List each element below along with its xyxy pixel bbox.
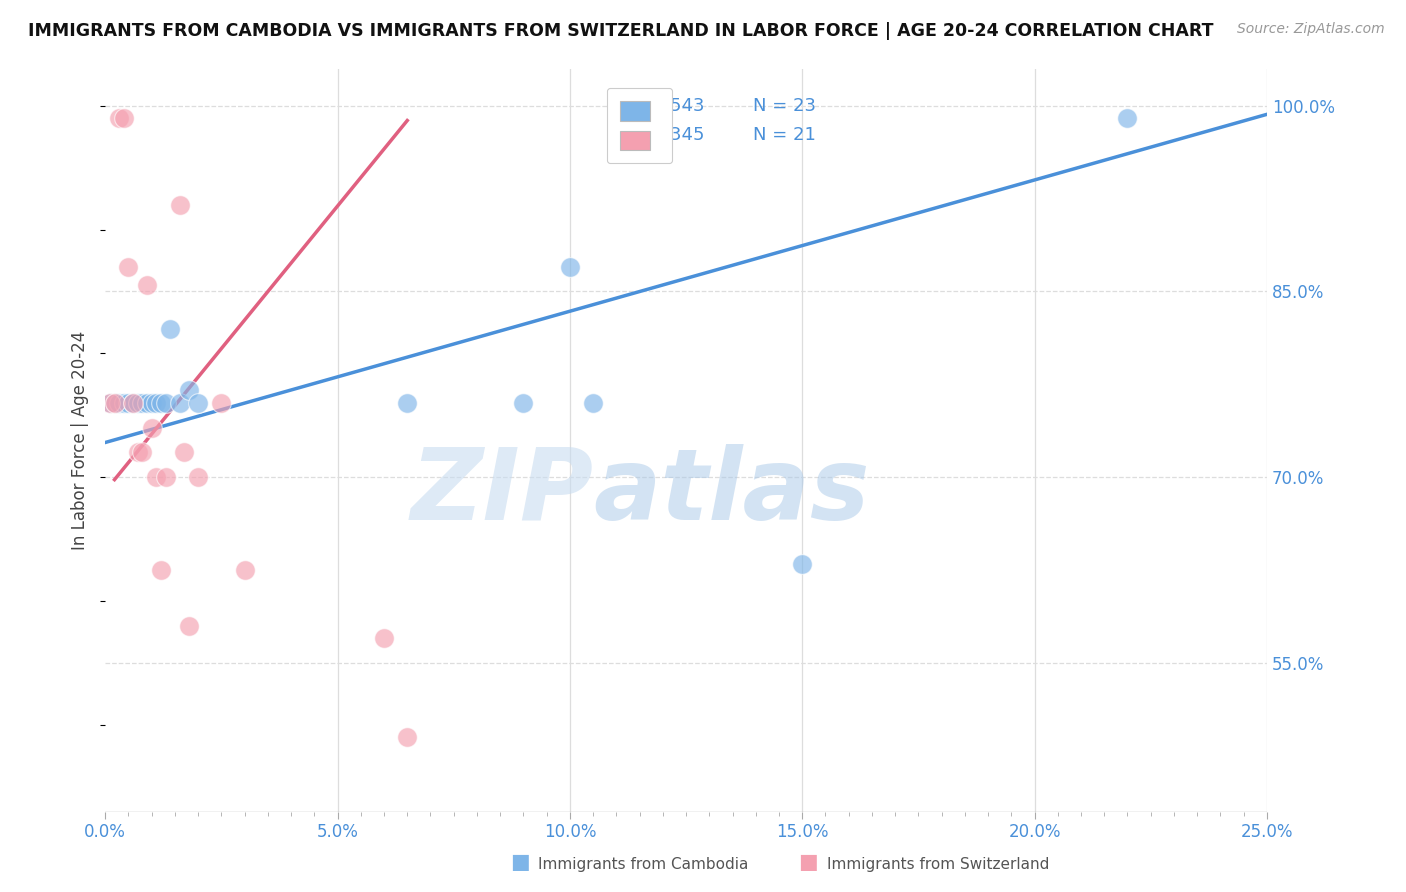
Text: N = 21: N = 21 — [754, 127, 817, 145]
Text: ZIP: ZIP — [411, 443, 593, 541]
Text: R = 0.543: R = 0.543 — [614, 96, 704, 115]
Text: atlas: atlas — [593, 443, 870, 541]
Point — [155, 470, 177, 484]
Point — [582, 396, 605, 410]
Point — [149, 563, 172, 577]
Point — [131, 396, 153, 410]
Point — [1116, 111, 1139, 125]
Point — [177, 384, 200, 398]
Point — [112, 396, 135, 410]
Point — [169, 198, 191, 212]
Point — [127, 396, 149, 410]
Text: N = 23: N = 23 — [754, 96, 817, 115]
Y-axis label: In Labor Force | Age 20-24: In Labor Force | Age 20-24 — [72, 330, 89, 549]
Point — [149, 396, 172, 410]
Point — [187, 470, 209, 484]
Point — [136, 396, 159, 410]
Point — [103, 396, 125, 410]
Text: ■: ■ — [510, 853, 530, 872]
Point — [145, 396, 167, 410]
Point — [159, 321, 181, 335]
Point — [117, 396, 139, 410]
Point — [141, 396, 163, 410]
Point — [108, 396, 131, 410]
Text: ■: ■ — [799, 853, 818, 872]
Point — [112, 111, 135, 125]
Point — [396, 730, 419, 744]
Text: R = 0.345: R = 0.345 — [614, 127, 704, 145]
Point — [122, 396, 145, 410]
Point — [103, 396, 125, 410]
Point — [117, 260, 139, 274]
Point — [558, 260, 581, 274]
Point — [233, 563, 256, 577]
Point — [187, 396, 209, 410]
Point — [792, 557, 814, 571]
Point — [108, 111, 131, 125]
Point — [169, 396, 191, 410]
Point — [512, 396, 534, 410]
Point — [98, 396, 121, 410]
Legend: , : , — [607, 88, 672, 163]
Text: IMMIGRANTS FROM CAMBODIA VS IMMIGRANTS FROM SWITZERLAND IN LABOR FORCE | AGE 20-: IMMIGRANTS FROM CAMBODIA VS IMMIGRANTS F… — [28, 22, 1213, 40]
Text: Immigrants from Cambodia: Immigrants from Cambodia — [538, 857, 749, 872]
Point — [173, 445, 195, 459]
Point — [122, 396, 145, 410]
Point — [131, 445, 153, 459]
Point — [98, 396, 121, 410]
Text: Immigrants from Switzerland: Immigrants from Switzerland — [827, 857, 1049, 872]
Text: Source: ZipAtlas.com: Source: ZipAtlas.com — [1237, 22, 1385, 37]
Point — [155, 396, 177, 410]
Point — [177, 619, 200, 633]
Point — [373, 631, 395, 645]
Point — [127, 445, 149, 459]
Point — [141, 420, 163, 434]
Point — [145, 470, 167, 484]
Point — [396, 396, 419, 410]
Point — [209, 396, 232, 410]
Point — [136, 278, 159, 293]
